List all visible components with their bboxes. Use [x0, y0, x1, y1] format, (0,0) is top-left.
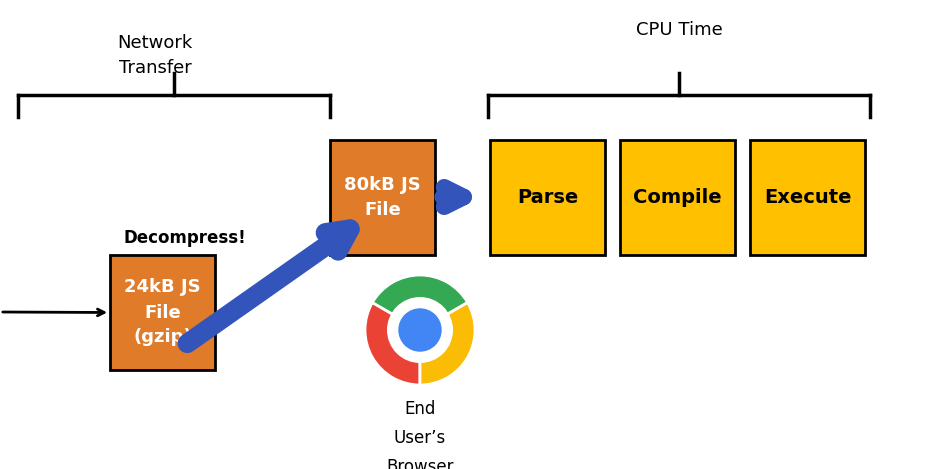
Text: End
User’s
Browser: End User’s Browser	[387, 400, 454, 469]
Text: Execute: Execute	[764, 188, 851, 207]
Text: 80kB JS
File: 80kB JS File	[344, 176, 421, 219]
Wedge shape	[420, 303, 475, 385]
Text: 24kB JS
File
(gzip): 24kB JS File (gzip)	[124, 279, 200, 347]
Circle shape	[387, 297, 453, 363]
Circle shape	[397, 307, 443, 353]
Wedge shape	[365, 303, 420, 385]
Text: Parse: Parse	[517, 188, 579, 207]
Bar	[750, 140, 865, 255]
Bar	[490, 140, 605, 255]
Text: Compile: Compile	[634, 188, 722, 207]
Text: Network
Transfer: Network Transfer	[118, 33, 193, 76]
Text: CPU Time: CPU Time	[636, 21, 722, 39]
Bar	[110, 255, 215, 370]
Bar	[620, 140, 735, 255]
Text: Decompress!: Decompress!	[124, 229, 246, 247]
Wedge shape	[372, 275, 467, 330]
Bar	[330, 140, 435, 255]
